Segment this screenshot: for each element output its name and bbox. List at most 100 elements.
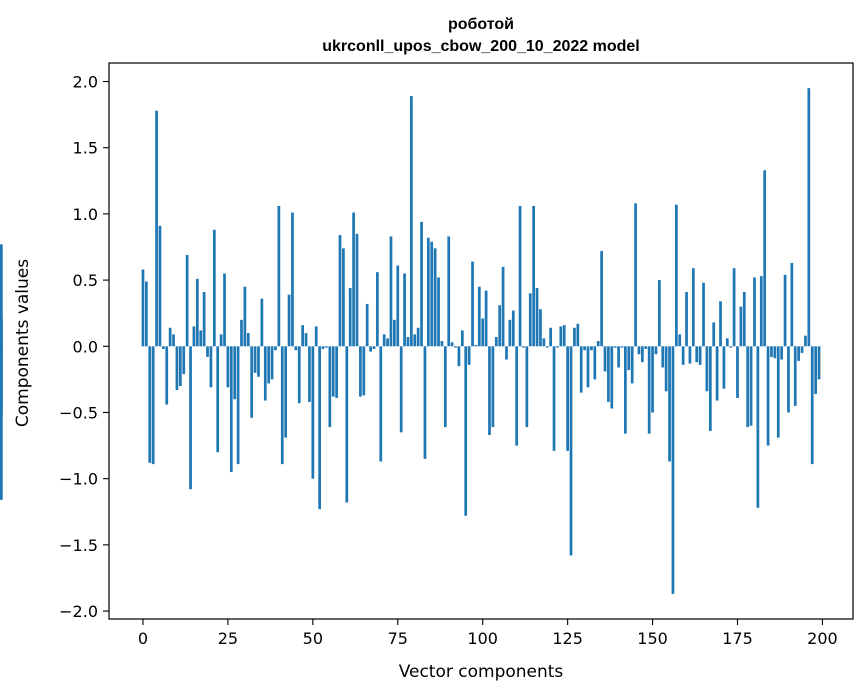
bar — [233, 346, 237, 400]
bar — [528, 293, 532, 347]
bar — [525, 346, 529, 428]
bar — [573, 327, 576, 347]
bar — [637, 346, 641, 355]
bar — [586, 346, 590, 388]
bar — [505, 346, 508, 360]
bar — [776, 346, 780, 438]
bar — [372, 346, 376, 349]
bar — [590, 346, 593, 351]
bar — [579, 346, 583, 393]
y-tick-label: −1.5 — [59, 536, 98, 555]
bar — [814, 346, 817, 394]
bar — [603, 346, 607, 372]
bar — [430, 241, 434, 347]
bar — [678, 334, 682, 347]
bar — [460, 330, 464, 347]
bar — [481, 318, 485, 347]
bar — [297, 346, 301, 404]
bar — [335, 346, 338, 398]
bar — [386, 338, 389, 347]
bar — [141, 269, 145, 347]
y-axis-ticks: 2.0 1.5 1.0 0.5 0.0 −0.5 −1.0 −1.5 −2.0 — [59, 73, 109, 621]
bar — [0, 346, 3, 417]
bar — [664, 346, 668, 392]
bar — [668, 346, 671, 462]
bar — [175, 346, 179, 390]
bar — [474, 344, 478, 347]
x-axis-ticks: 0 25 50 75 100 125 150 175 200 — [138, 619, 838, 648]
bar — [151, 346, 155, 465]
bar — [423, 346, 427, 459]
bar — [539, 309, 542, 347]
bar — [182, 346, 186, 375]
bar — [348, 288, 352, 347]
x-tick-label: 100 — [467, 629, 498, 648]
bar — [488, 346, 491, 435]
bar — [223, 273, 226, 347]
bar — [437, 277, 440, 347]
bar — [165, 346, 169, 405]
bar — [413, 334, 417, 347]
bar — [359, 346, 362, 397]
bar — [712, 322, 716, 347]
bar — [725, 338, 729, 347]
bar — [178, 346, 182, 387]
bar — [763, 170, 767, 347]
x-tick-label: 25 — [218, 629, 238, 648]
bar — [464, 346, 468, 516]
bar — [284, 346, 288, 438]
bar — [807, 88, 811, 347]
bar — [304, 333, 308, 347]
bar — [695, 346, 699, 363]
bar — [172, 334, 175, 347]
bar — [688, 346, 692, 364]
y-tick-label: 2.0 — [73, 73, 98, 92]
x-tick-label: 200 — [807, 629, 838, 648]
bar — [627, 346, 631, 371]
bar — [148, 346, 152, 463]
bar — [719, 301, 722, 347]
bar — [274, 346, 277, 351]
bar — [739, 306, 743, 347]
bar — [787, 346, 790, 413]
bar — [742, 292, 746, 347]
bar — [145, 281, 148, 347]
bar — [729, 346, 733, 348]
bar — [257, 346, 260, 377]
bars-group — [0, 88, 821, 594]
x-tick-label: 125 — [552, 629, 583, 648]
bar — [426, 237, 430, 347]
bar — [155, 110, 158, 347]
chart-title: роботой — [448, 16, 514, 33]
bar — [522, 346, 525, 348]
bar — [471, 261, 474, 347]
bar — [192, 326, 196, 347]
bar — [185, 254, 189, 347]
x-axis-label: Vector components — [399, 662, 564, 682]
bar — [770, 346, 773, 357]
bar — [158, 225, 162, 347]
bar — [681, 346, 685, 365]
bar — [494, 337, 498, 347]
bar — [236, 346, 240, 465]
bar — [661, 346, 665, 368]
bar — [287, 294, 291, 347]
bar — [420, 221, 423, 347]
bar — [243, 286, 247, 347]
bar — [216, 346, 220, 453]
bar — [722, 346, 726, 389]
bar — [804, 335, 807, 347]
bar — [291, 212, 294, 347]
bar — [240, 319, 243, 347]
bar — [610, 346, 614, 409]
bar — [511, 310, 515, 347]
x-tick-label: 50 — [303, 629, 323, 648]
bar — [756, 346, 760, 508]
bar — [267, 346, 271, 384]
bar — [562, 325, 566, 347]
bar — [447, 236, 451, 347]
bar — [552, 346, 556, 451]
bar — [406, 337, 410, 347]
bar — [246, 333, 250, 347]
bar — [321, 346, 325, 349]
